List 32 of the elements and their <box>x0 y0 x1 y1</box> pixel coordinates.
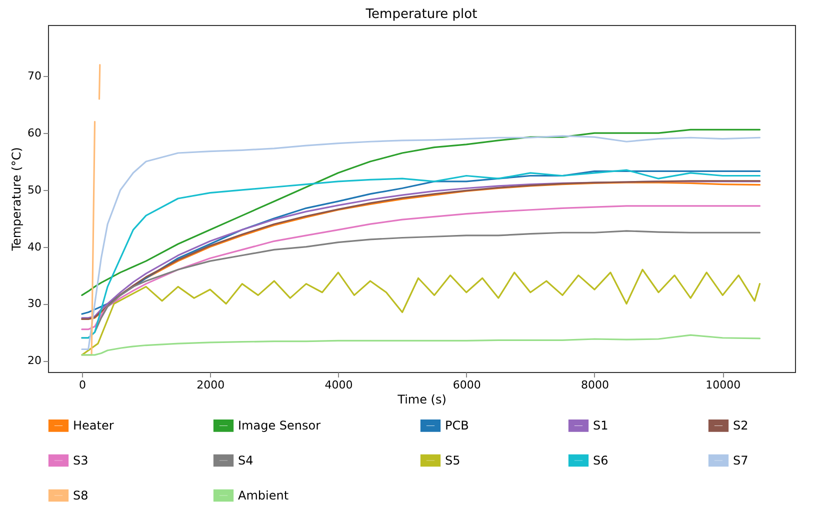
legend-label: S3 <box>73 454 88 468</box>
x-tick-label: 10000 <box>706 378 741 392</box>
legend-label: S1 <box>593 418 608 433</box>
x-tick-label: 6000 <box>452 378 481 392</box>
y-axis-title: Temperature (°C) <box>10 147 24 252</box>
chart-title: Temperature plot <box>364 7 478 22</box>
legend-label: S4 <box>238 454 254 468</box>
line-series <box>81 135 761 350</box>
line-series <box>81 128 761 296</box>
line-series <box>81 334 761 356</box>
x-tick-label: 8000 <box>580 378 609 392</box>
legend-label: S8 <box>73 488 88 502</box>
y-tick-label: 20 <box>28 354 42 368</box>
x-tick-label: 0 <box>78 378 86 392</box>
x-tick-label: 4000 <box>324 378 353 392</box>
legend-label: S6 <box>593 454 608 468</box>
y-tick-label: 50 <box>28 183 42 196</box>
legend-label: PCB <box>445 418 469 433</box>
y-tick-label: 60 <box>28 126 42 140</box>
line-series <box>81 268 761 356</box>
line-series <box>81 205 761 330</box>
legend-label: Image Sensor <box>238 418 321 433</box>
legend-label: S5 <box>445 454 460 468</box>
legend-label: S2 <box>733 418 748 433</box>
y-tick-label: 40 <box>28 240 42 254</box>
legend-label: Ambient <box>238 488 289 502</box>
legend-label: Heater <box>73 418 114 433</box>
x-tick-label: 2000 <box>196 378 225 392</box>
x-axis-title: Time (s) <box>396 392 446 406</box>
y-tick-label: 70 <box>28 70 42 83</box>
legend-label: S7 <box>733 454 748 468</box>
y-tick-label: 30 <box>28 297 42 310</box>
